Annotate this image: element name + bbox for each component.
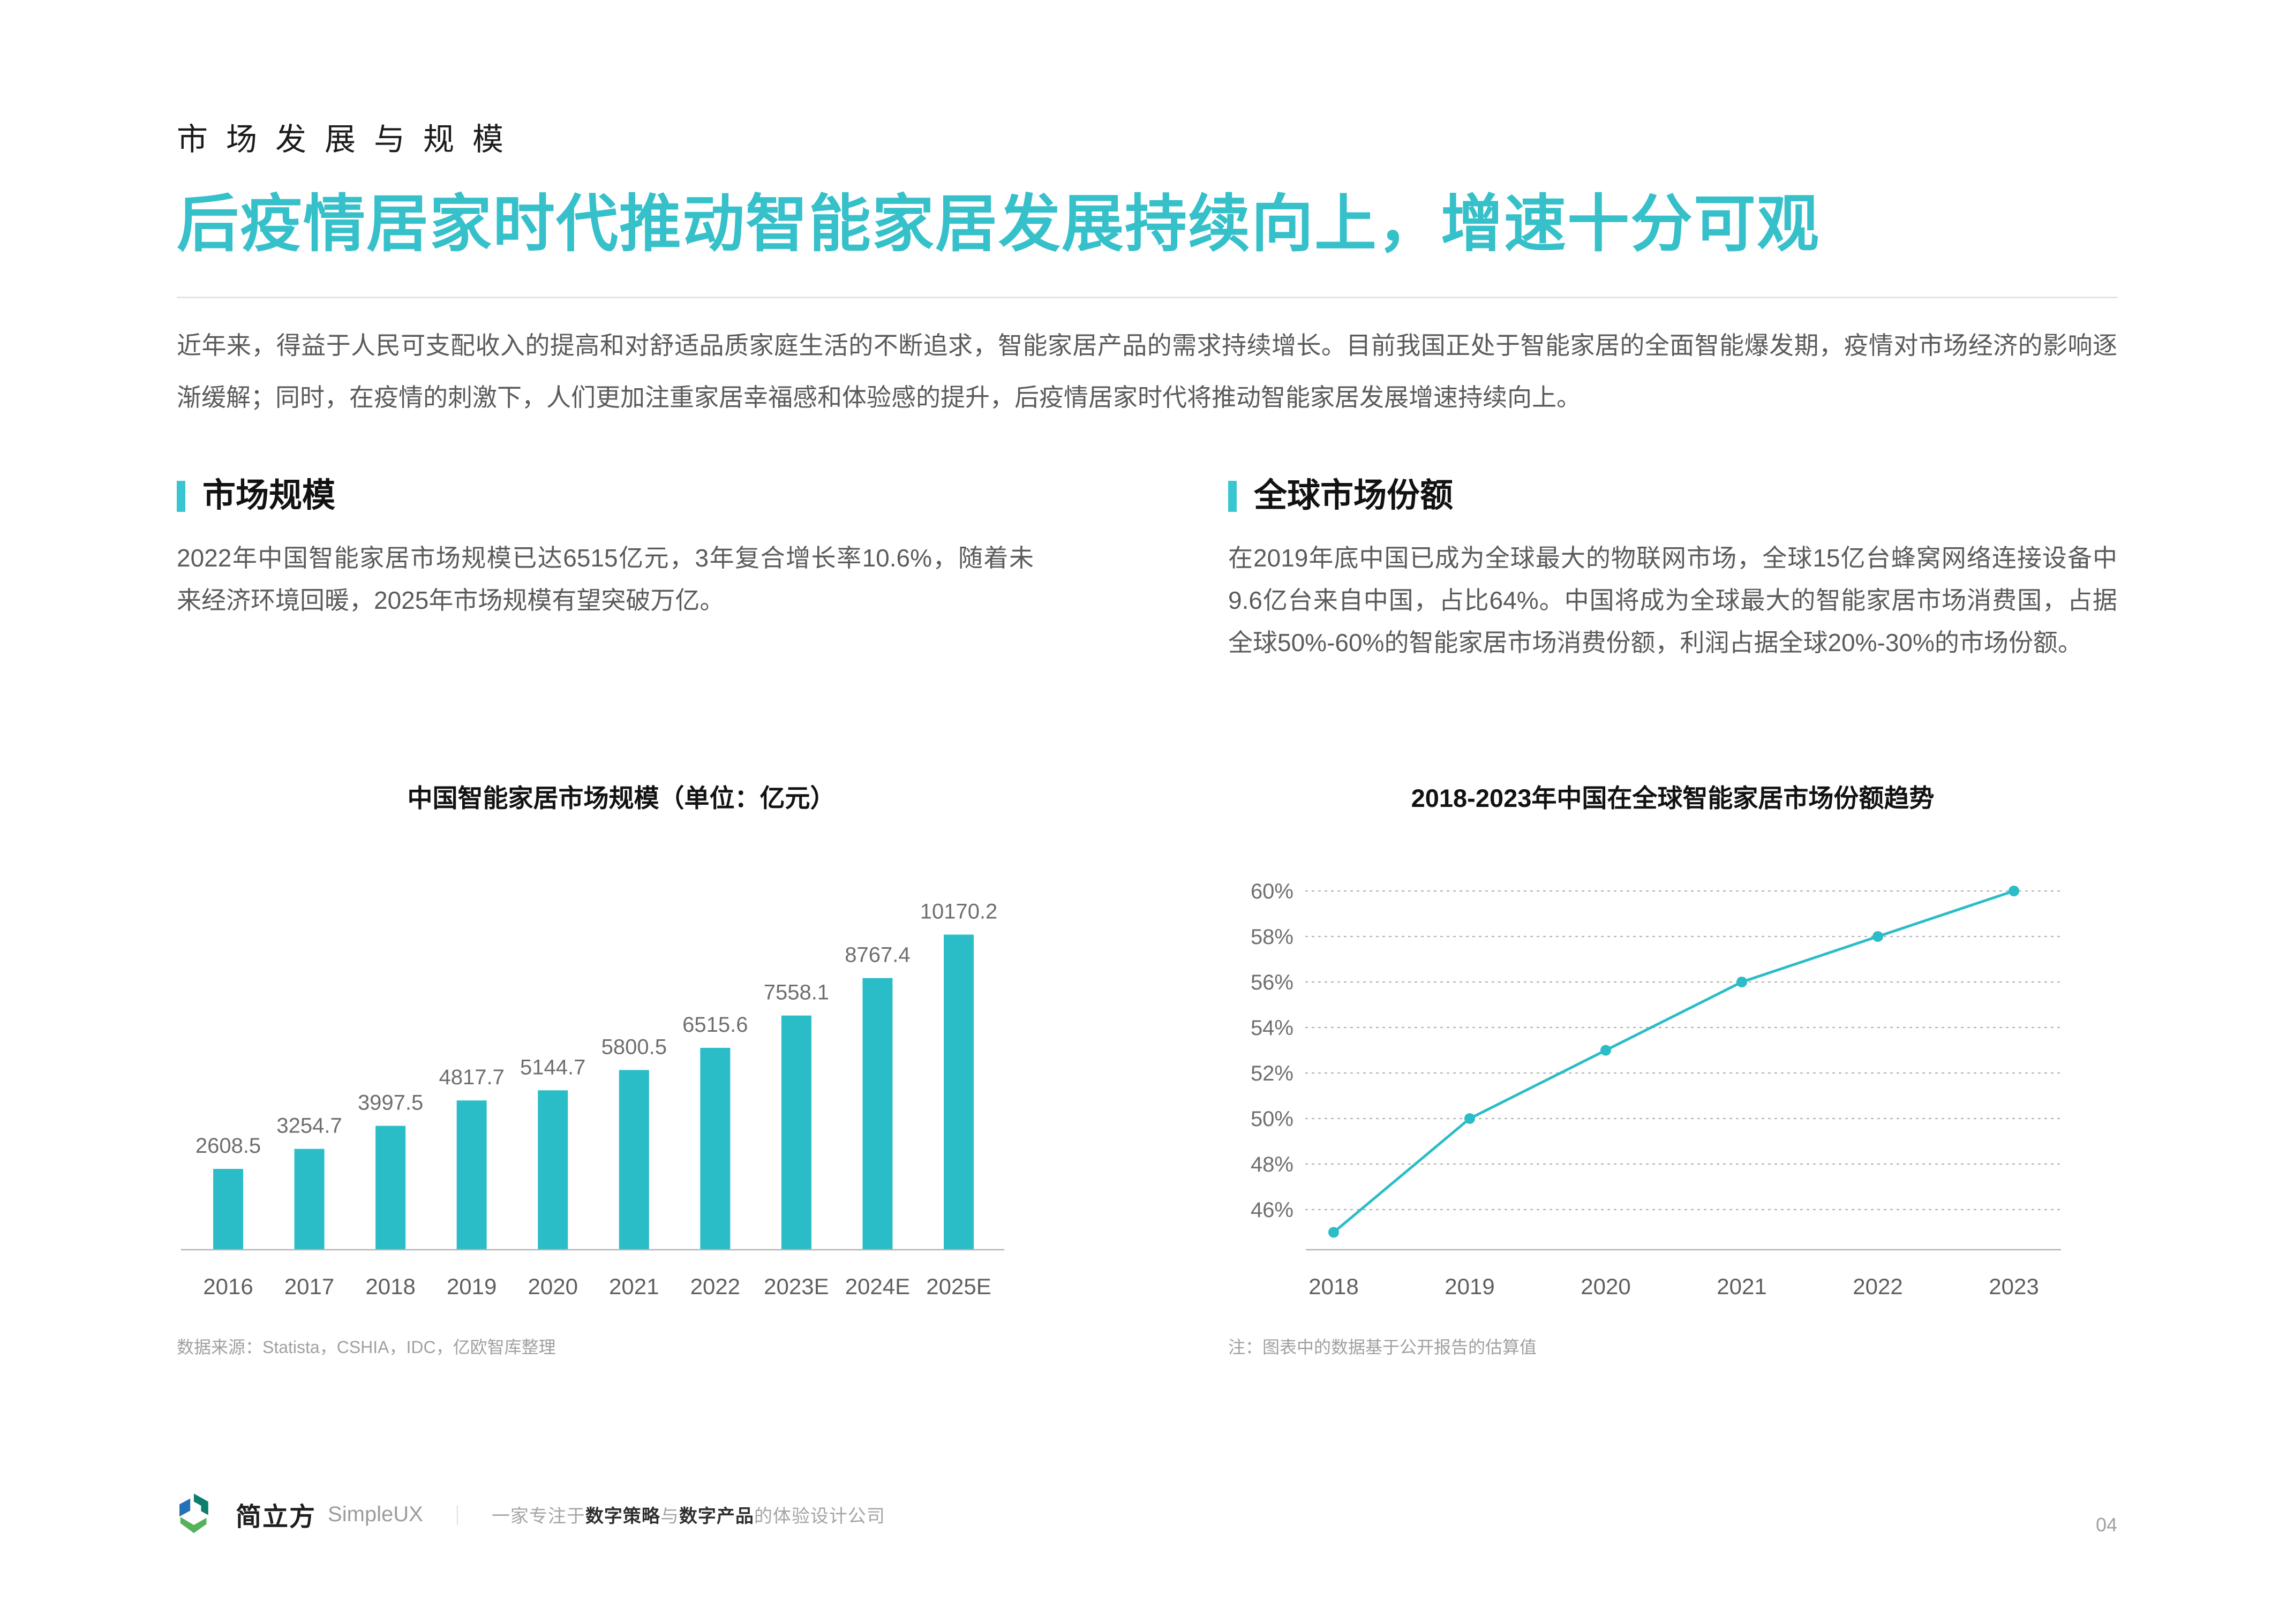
- page-title: 后疫情居家时代推动智能家居发展持续向上，增速十分可观: [177, 189, 1820, 259]
- bar: [375, 1126, 406, 1250]
- x-tick-label: 2025E: [926, 1274, 991, 1299]
- two-column-section: 市场规模 2022年中国智能家居市场规模已达6515亿元，3年复合增长率10.6…: [177, 478, 2117, 664]
- bar-value-label: 4817.7: [439, 1066, 504, 1089]
- bar: [862, 978, 893, 1250]
- section-marker: [1228, 480, 1237, 512]
- x-tick-label: 2018: [365, 1274, 415, 1299]
- x-tick-label: 2024E: [845, 1274, 910, 1299]
- market-size-column: 市场规模 2022年中国智能家居市场规模已达6515亿元，3年复合增长率10.6…: [177, 478, 1034, 664]
- global-share-column: 全球市场份额 在2019年底中国已成为全球最大的物联网市场，全球15亿台蜂窝网络…: [1228, 478, 2117, 664]
- x-tick-label: 2019: [1445, 1274, 1494, 1299]
- bar-chart-title: 中国智能家居市场规模（单位：亿元）: [407, 783, 836, 812]
- x-tick-label: 2021: [1717, 1274, 1766, 1299]
- bar-value-label: 7558.1: [764, 981, 829, 1004]
- brand-name: 简立方: [236, 1503, 317, 1531]
- data-point: [1736, 976, 1747, 987]
- bar: [619, 1070, 649, 1250]
- y-tick-label: 54%: [1251, 1016, 1293, 1040]
- bar-value-label: 3997.5: [358, 1091, 423, 1115]
- company-logo-icon: [179, 1493, 208, 1534]
- y-tick-label: 50%: [1251, 1107, 1293, 1131]
- footer: 简立方 SimpleUX ｜ 一家专注于数字策略与数字产品的体验设计公司 04: [177, 1490, 2117, 1538]
- brand-name-en: SimpleUX: [328, 1502, 423, 1526]
- x-tick-label: 2023E: [764, 1274, 829, 1299]
- footer-desc-part-bold: 数字产品: [679, 1506, 754, 1527]
- x-tick-label: 2019: [447, 1274, 497, 1299]
- y-tick-label: 60%: [1251, 880, 1293, 903]
- section-title-global-share: 全球市场份额: [1254, 477, 1454, 515]
- line-chart-box: 2018-2023年中国在全球智能家居市场份额趋势 60% 58% 56% 54% 52…: [1228, 777, 2117, 1358]
- x-tick-label: 2021: [609, 1274, 659, 1299]
- footer-separator: ｜: [447, 1505, 467, 1527]
- data-point: [1328, 1227, 1339, 1238]
- global-share-body: 在2019年底中国已成为全球最大的物联网市场，全球15亿台蜂窝网络连接设备中9.…: [1228, 543, 2117, 656]
- data-point: [2009, 885, 2019, 896]
- bar: [538, 1090, 568, 1250]
- x-tick-label: 2018: [1308, 1274, 1358, 1299]
- intro-paragraph: 近年来，得益于人民可支配收入的提高和对舒适品质家庭生活的不断追求，智能家居产品的…: [177, 331, 2117, 412]
- x-tick-label: 2023: [1989, 1274, 2039, 1299]
- y-tick-label: 58%: [1251, 925, 1293, 949]
- x-tick-label: 2022: [690, 1274, 740, 1299]
- bar-chart: 2608.5 2016 3254.7 2017 3997.5 2018 4817.7 2019…: [181, 900, 1004, 1299]
- x-tick-label: 2020: [528, 1274, 578, 1299]
- bar-value-label: 8767.4: [845, 943, 910, 967]
- y-tick-label: 52%: [1251, 1062, 1293, 1085]
- charts-row: 中国智能家居市场规模（单位：亿元） 2608.5 2016 3254.7 2017 39…: [177, 777, 2117, 1358]
- data-point: [1464, 1113, 1475, 1124]
- footer-desc-part: 一家专注于: [491, 1506, 585, 1527]
- bar: [781, 1015, 811, 1250]
- footer-desc-part: 与: [660, 1506, 679, 1527]
- market-size-header: 市场规模: [177, 478, 1034, 514]
- title-divider: [177, 296, 2117, 298]
- y-tick-label: 46%: [1251, 1198, 1293, 1222]
- bar-chart-footnote: 数据来源：Statista，CSHIA，IDC，亿欧智库整理: [177, 1337, 556, 1357]
- bar-chart-box: 中国智能家居市场规模（单位：亿元） 2608.5 2016 3254.7 2017 39…: [177, 777, 1066, 1358]
- x-tick-label: 2020: [1581, 1274, 1630, 1299]
- section-title-market-size: 市场规模: [202, 477, 336, 515]
- y-tick-label: 48%: [1251, 1153, 1293, 1176]
- footer-desc-part: 的体验设计公司: [754, 1506, 885, 1527]
- bar-value-label: 3254.7: [276, 1114, 342, 1138]
- footer-desc-part-bold: 数字策略: [585, 1506, 660, 1527]
- data-point: [1872, 931, 1883, 942]
- market-size-body: 2022年中国智能家居市场规模已达6515亿元，3年复合增长率10.6%，随着未…: [177, 543, 1034, 614]
- global-share-header: 全球市场份额: [1228, 478, 2117, 514]
- data-point: [1600, 1045, 1611, 1056]
- line-chart-title: 2018-2023年中国在全球智能家居市场份额趋势: [1411, 783, 1935, 812]
- footer-description: 一家专注于数字策略与数字产品的体验设计公司: [492, 1501, 885, 1528]
- bar: [294, 1149, 325, 1250]
- bar: [944, 934, 974, 1250]
- bar-value-label: 5800.5: [601, 1035, 667, 1059]
- line-chart: 60% 58% 56% 54% 52% 50% 48% 46% 2018 2019 2020 2021…: [1251, 880, 2062, 1299]
- bar: [213, 1169, 243, 1250]
- x-tick-label: 2016: [203, 1274, 253, 1299]
- bar: [456, 1100, 487, 1250]
- bar-value-label: 5144.7: [520, 1055, 585, 1079]
- bar: [700, 1047, 731, 1250]
- y-tick-label: 56%: [1251, 971, 1293, 994]
- trend-line: [1333, 889, 2014, 1234]
- section-eyebrow: 市场发展与规模: [177, 122, 522, 157]
- x-tick-label: 2017: [284, 1274, 334, 1299]
- bar-value-label: 6515.6: [682, 1013, 748, 1037]
- bar-value-label: 2608.5: [195, 1134, 261, 1158]
- page-number: 04: [2095, 1514, 2117, 1536]
- bar-value-label: 10170.2: [920, 900, 998, 923]
- x-tick-label: 2022: [1853, 1274, 1902, 1299]
- section-marker: [177, 480, 185, 512]
- line-chart-footnote: 注：图表中的数据基于公开报告的估算值: [1228, 1337, 1537, 1357]
